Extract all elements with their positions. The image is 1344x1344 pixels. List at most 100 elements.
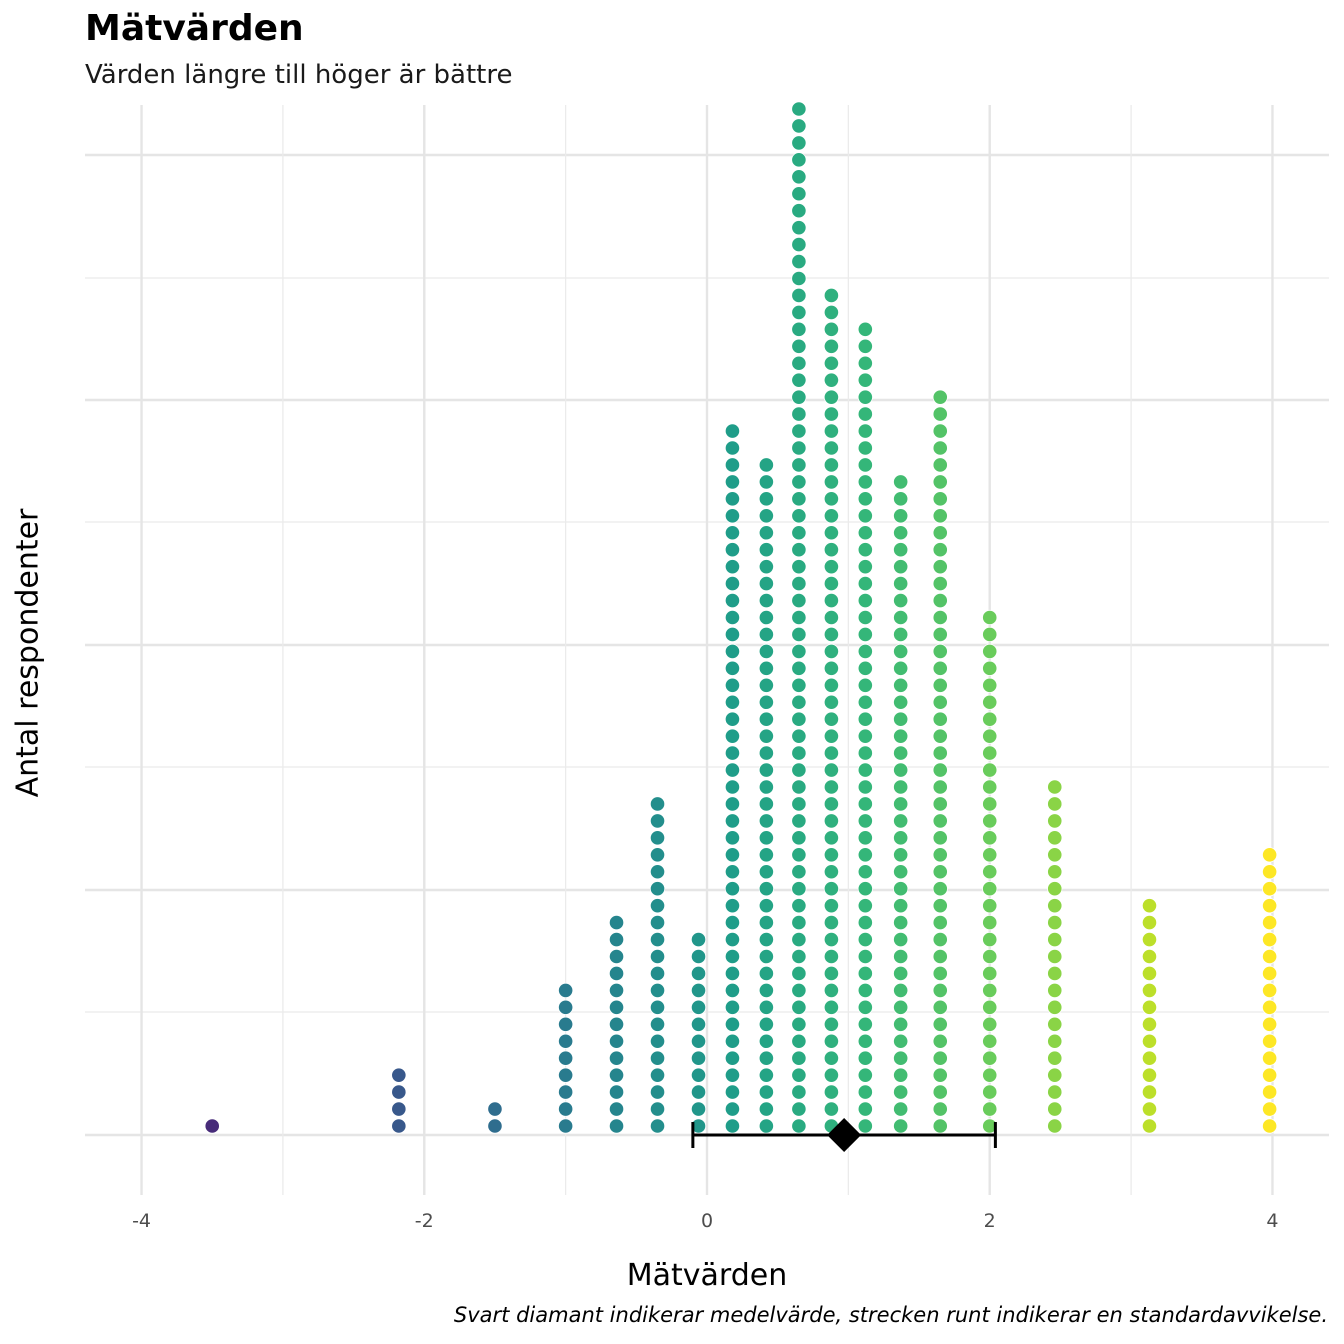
dot: [791, 203, 807, 219]
dot: [857, 491, 873, 507]
dot: [893, 609, 909, 626]
dot: [893, 643, 909, 660]
dot: [823, 931, 840, 948]
dot: [791, 304, 807, 320]
x-tick-label: 0: [701, 1210, 713, 1232]
dot: [791, 457, 807, 473]
dot: [391, 1067, 407, 1083]
dot: [1262, 948, 1278, 965]
dot: [857, 508, 873, 524]
dot: [724, 440, 741, 456]
dot: [1262, 999, 1278, 1015]
dot: [724, 1118, 741, 1134]
dot: [893, 1050, 909, 1066]
dot: [893, 1118, 909, 1134]
dot: [608, 1067, 625, 1083]
dot: [857, 559, 873, 575]
dot: [893, 864, 909, 880]
dot: [982, 626, 998, 643]
dot: [758, 965, 774, 982]
dot: [982, 898, 998, 914]
dot: [857, 728, 873, 744]
dot: [1141, 999, 1158, 1015]
dot: [758, 745, 774, 761]
dot: [857, 982, 873, 999]
dot: [724, 796, 741, 812]
dot: [982, 864, 998, 880]
dot: [1047, 1050, 1063, 1066]
dot: [982, 1084, 998, 1100]
dot: [893, 491, 909, 507]
dot: [724, 948, 741, 965]
dot: [982, 1016, 998, 1032]
dot: [791, 796, 807, 812]
dot: [649, 830, 666, 846]
dot: [1262, 881, 1278, 897]
dot: [823, 287, 840, 304]
dot: [724, 626, 741, 643]
dot: [1047, 898, 1063, 914]
dot: [857, 1084, 873, 1100]
dot: [857, 1101, 873, 1117]
dot: [649, 982, 666, 999]
dot: [724, 1084, 741, 1100]
dot: [1047, 982, 1063, 999]
dot: [1262, 1016, 1278, 1032]
dot: [758, 1050, 774, 1066]
dot: [932, 1084, 948, 1100]
dot: [857, 677, 873, 693]
dot: [932, 830, 948, 846]
dot: [1262, 898, 1278, 914]
dot: [791, 643, 807, 660]
dot: [724, 491, 741, 507]
dot: [1047, 779, 1063, 795]
dot: [758, 914, 774, 931]
dot: [1047, 1084, 1063, 1100]
dot: [791, 1101, 807, 1117]
dot: [1141, 982, 1158, 999]
dot: [857, 1067, 873, 1083]
dot: [649, 948, 666, 965]
dot: [823, 1101, 840, 1117]
dot: [932, 999, 948, 1015]
dot: [791, 609, 807, 626]
dot: [724, 1101, 741, 1117]
dot: [893, 881, 909, 897]
dot: [724, 525, 741, 541]
dot: [558, 1016, 574, 1032]
dot: [649, 1067, 666, 1083]
dot: [608, 999, 625, 1015]
dot: [857, 965, 873, 982]
dot: [649, 1084, 666, 1100]
dot: [758, 898, 774, 914]
dot: [649, 1016, 666, 1032]
dot: [857, 1118, 873, 1134]
dot: [758, 881, 774, 897]
dot: [608, 948, 625, 965]
dot: [608, 931, 625, 948]
dot: [823, 592, 840, 609]
dot: [791, 1050, 807, 1066]
dot: [823, 609, 840, 626]
dot: [823, 1050, 840, 1066]
dot: [1047, 1067, 1063, 1083]
dot: [690, 1067, 707, 1083]
dot: [982, 711, 998, 727]
dot: [649, 1118, 666, 1134]
dot: [758, 626, 774, 643]
dot: [758, 948, 774, 965]
dot: [791, 491, 807, 507]
dot: [893, 559, 909, 575]
dot: [608, 1118, 625, 1134]
dot: [649, 864, 666, 880]
dot: [932, 440, 948, 456]
dot: [932, 1033, 948, 1049]
dot: [932, 728, 948, 744]
dot: [724, 559, 741, 575]
dot: [932, 982, 948, 999]
dot: [857, 796, 873, 812]
dot: [758, 508, 774, 524]
dot: [823, 847, 840, 863]
dot: [690, 1118, 707, 1134]
dot: [1262, 914, 1278, 931]
